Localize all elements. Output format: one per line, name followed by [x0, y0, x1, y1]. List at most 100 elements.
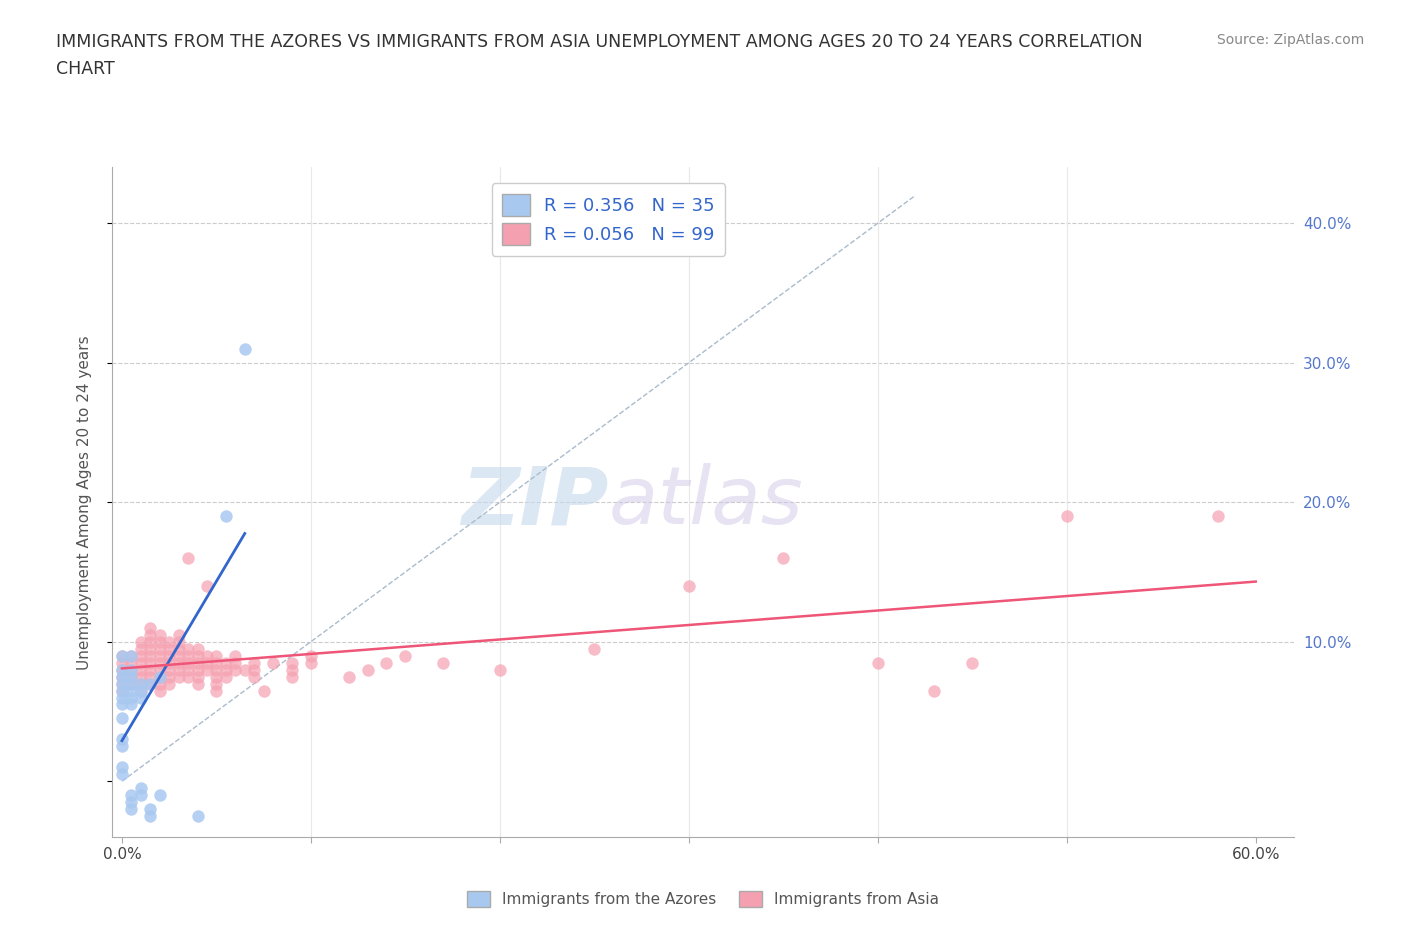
Point	[139, 648, 162, 663]
Text: atlas: atlas	[609, 463, 803, 541]
Point	[215, 670, 238, 684]
Point	[924, 683, 946, 698]
Point	[149, 683, 172, 698]
Point	[195, 662, 218, 677]
Point	[120, 794, 142, 809]
Point	[139, 670, 162, 684]
Point	[224, 662, 246, 677]
Point	[149, 634, 172, 649]
Point	[205, 676, 228, 691]
Point	[149, 662, 172, 677]
Point	[177, 670, 200, 684]
Point	[299, 648, 322, 663]
Point	[129, 642, 152, 657]
Legend: Immigrants from the Azores, Immigrants from Asia: Immigrants from the Azores, Immigrants f…	[461, 884, 945, 913]
Point	[139, 676, 162, 691]
Point	[186, 676, 208, 691]
Point	[243, 662, 266, 677]
Point	[129, 670, 152, 684]
Point	[139, 662, 162, 677]
Point	[120, 656, 142, 671]
Point	[129, 683, 152, 698]
Point	[186, 648, 208, 663]
Point	[157, 642, 180, 657]
Point	[157, 648, 180, 663]
Point	[129, 662, 152, 677]
Point	[205, 662, 228, 677]
Point	[489, 662, 512, 677]
Point	[139, 628, 162, 643]
Point	[129, 781, 152, 796]
Point	[111, 698, 134, 712]
Point	[139, 656, 162, 671]
Point	[139, 620, 162, 635]
Point	[394, 648, 416, 663]
Point	[120, 670, 142, 684]
Point	[866, 656, 889, 671]
Point	[243, 656, 266, 671]
Point	[149, 642, 172, 657]
Point	[195, 656, 218, 671]
Point	[120, 676, 142, 691]
Point	[149, 670, 172, 684]
Point	[1056, 509, 1078, 524]
Point	[186, 662, 208, 677]
Point	[111, 656, 134, 671]
Point	[120, 648, 142, 663]
Point	[129, 648, 152, 663]
Point	[157, 656, 180, 671]
Point	[111, 676, 134, 691]
Point	[167, 662, 190, 677]
Point	[120, 648, 142, 663]
Point	[253, 683, 276, 698]
Point	[281, 656, 304, 671]
Point	[111, 670, 134, 684]
Point	[186, 809, 208, 824]
Point	[120, 662, 142, 677]
Point	[111, 662, 134, 677]
Point	[111, 760, 134, 775]
Point	[111, 676, 134, 691]
Point	[111, 683, 134, 698]
Point	[129, 683, 152, 698]
Point	[111, 711, 134, 725]
Point	[167, 670, 190, 684]
Point	[111, 766, 134, 781]
Point	[120, 802, 142, 817]
Point	[111, 690, 134, 705]
Point	[375, 656, 398, 671]
Point	[120, 676, 142, 691]
Point	[129, 676, 152, 691]
Point	[167, 628, 190, 643]
Point	[120, 788, 142, 803]
Point	[177, 656, 200, 671]
Point	[129, 690, 152, 705]
Point	[139, 634, 162, 649]
Point	[281, 662, 304, 677]
Point	[1206, 509, 1229, 524]
Legend: R = 0.356   N = 35, R = 0.056   N = 99: R = 0.356 N = 35, R = 0.056 N = 99	[492, 183, 725, 256]
Point	[120, 683, 142, 698]
Point	[177, 648, 200, 663]
Point	[772, 551, 794, 565]
Point	[111, 732, 134, 747]
Point	[139, 676, 162, 691]
Point	[356, 662, 378, 677]
Point	[157, 662, 180, 677]
Point	[243, 670, 266, 684]
Point	[111, 648, 134, 663]
Point	[262, 656, 284, 671]
Point	[177, 642, 200, 657]
Point	[157, 634, 180, 649]
Point	[186, 656, 208, 671]
Text: Source: ZipAtlas.com: Source: ZipAtlas.com	[1216, 33, 1364, 46]
Point	[149, 676, 172, 691]
Point	[157, 676, 180, 691]
Point	[149, 628, 172, 643]
Text: ZIP: ZIP	[461, 463, 609, 541]
Point	[139, 802, 162, 817]
Point	[129, 634, 152, 649]
Point	[167, 648, 190, 663]
Point	[120, 670, 142, 684]
Point	[233, 662, 256, 677]
